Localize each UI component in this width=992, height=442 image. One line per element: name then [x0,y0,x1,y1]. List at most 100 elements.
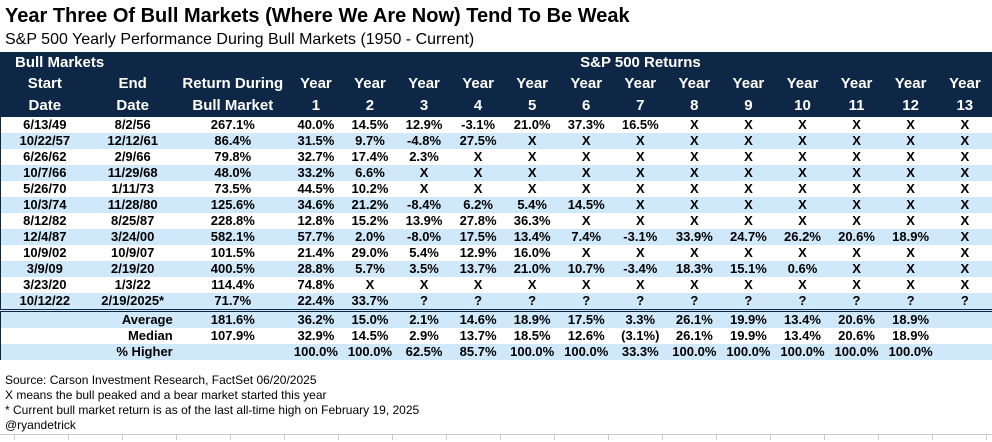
cell-year-11: 20.6% [838,229,875,244]
table-row: 8/12/82 8/25/87 228.8% 12.8% 15.2% 13.9% 27.8%… [1,213,992,229]
cell-year-7: 16.5% [621,117,659,132]
cell-year-3: 62.5% [405,344,443,359]
cell-year-4: X [473,149,483,164]
cell-year-2: 5.7% [355,261,385,276]
cell-year-7: X [635,133,645,148]
cell-year-12: X [906,213,915,228]
cell-year-1: 28.8% [297,261,335,276]
cell-year-1: 12.8% [297,213,335,228]
cell-year-9: X [744,277,753,292]
cell-year-11: ? [852,293,861,308]
cell-year-3: 5.4% [409,245,439,260]
cell-start-date: 10/9/02 [23,245,67,260]
cell-end-date: 1/11/73 [111,181,154,196]
table-row: 3/9/09 2/19/20 400.5% 28.8% 5.7% 3.5% 13.7% 21.… [0,261,992,277]
cell-year-8: X [690,197,699,212]
cell-start-date: 6/26/62 [23,149,67,164]
cell-year-5: X [527,149,537,164]
cell-year-3: -8.4% [407,197,442,212]
cell-start-date: 10/3/74 [23,197,67,212]
cell-end-date: 8/2/56 [114,117,151,132]
cell-year-9: ? [744,293,753,308]
cell-year-10: X [798,149,807,164]
page-title: Year Three Of Bull Markets (Where We Are… [5,5,630,27]
cell-year-12: X [906,181,915,196]
cell-year-12: 100.0% [888,344,933,359]
cell-year-4: 85.7% [459,344,497,359]
cell-end-date: 11/29/68 [107,165,158,180]
cell-start-date: 10/7/66 [23,165,67,180]
cell-year-4: 27.8% [459,213,497,228]
cell-return: 86.4% [214,133,252,148]
cell-year-13: X [960,149,970,164]
cell-year-7: X [635,197,645,212]
cell-end-date: 3/24/00 [110,229,155,244]
cell-year-1: 21.4% [297,245,335,260]
cell-year-8: ? [690,293,699,308]
cell-year-6: X [581,165,591,180]
cell-year-13: X [960,165,970,180]
author-handle: @ryandetrick [5,418,76,432]
cell-year-11: X [852,133,861,148]
cell-year-10: X [798,213,807,228]
cell-year-1: 33.2% [297,165,335,180]
cell-end-date: 2/9/66 [114,149,151,164]
cell-year-9: X [744,245,753,260]
cell-year-3: -4.8% [407,133,442,148]
cell-year-10: X [798,277,807,292]
cell-year-1: 44.5% [297,181,335,196]
subtitle: S&P 500 Yearly Performance During Bull M… [5,31,475,48]
cell-year-9: X [744,133,753,148]
cell-year-3: 2.9% [409,328,439,343]
cell-year-2: 15.2% [351,213,389,228]
cell-year-10: ? [798,293,807,308]
cell-year-6: ? [582,293,591,308]
footnotes: Source: Carson Investment Research, Fact… [5,373,992,433]
cell-year-8: X [690,245,699,260]
cell-end-date: 11/28/80 [107,197,158,212]
cell-start-date: 10/22/57 [19,133,71,148]
column-header-year-7: Year 7 [613,73,668,117]
cell-year-7: 33.3% [621,344,659,359]
table-row: 12/4/87 3/24/00 582.1% 57.7% 2.0% -8.0% 17.5% 1… [0,229,992,245]
cell-year-10: X [798,117,807,132]
cell-year-13: X [960,245,970,260]
table-row: 10/22/57 12/12/61 86.4% 31.5% 9.7% -4.8% 27.5%… [0,133,992,149]
group-header-row: Bull Markets S&P 500 Returns [0,52,992,73]
cell-year-3: 2.3% [409,149,439,164]
cell-start-date: 12/4/87 [23,229,67,244]
cell-year-9: X [744,181,753,196]
cell-year-9: X [744,197,753,212]
cell-end-date: 1/3/22 [114,277,151,292]
cell-year-1: 32.9% [297,328,335,343]
cell-year-13: X [960,133,970,148]
cell-year-2: 17.4% [351,149,389,164]
cell-year-6: 100.0% [564,344,609,359]
cell-year-10: X [798,165,807,180]
cell-year-8: X [690,149,699,164]
cell-year-5: X [527,165,537,180]
cell-year-2: 21.2% [351,197,389,212]
cell-year-1: 31.5% [297,133,335,148]
column-header-year-13: Year 13 [937,73,992,117]
column-header-year-3: Year 3 [397,73,452,117]
summary-row-label: Median [127,328,173,343]
cell-year-2: 10.2% [351,181,389,196]
cell-year-10: 100.0% [780,344,825,359]
table-body: 6/13/49 8/2/56 267.1% 40.0% 14.5% 12.9% -3.1% 2… [0,117,992,311]
cell-year-9: 100.0% [726,344,771,359]
cell-year-7: 3.3% [613,309,668,328]
cell-year-3: X [419,165,429,180]
table-row: 10/9/02 10/9/07 101.5% 21.4% 29.0% 5.4% 12.9% 1… [1,245,992,261]
cell-year-5: X [527,133,537,148]
cell-year-3: 12.9% [405,117,443,132]
cell-start-date: 5/26/70 [23,181,67,196]
cell-end-date: 12/12/61 [107,133,158,148]
cell-year-9: X [744,165,753,180]
cell-year-9: X [744,213,753,228]
bull-markets-table: Bull Markets S&P 500 Returns Start Date En… [0,52,992,360]
cell-end-date: 10/9/07 [110,245,155,260]
cell-year-8: X [690,133,699,148]
cell-year-5: 13.4% [513,229,551,244]
